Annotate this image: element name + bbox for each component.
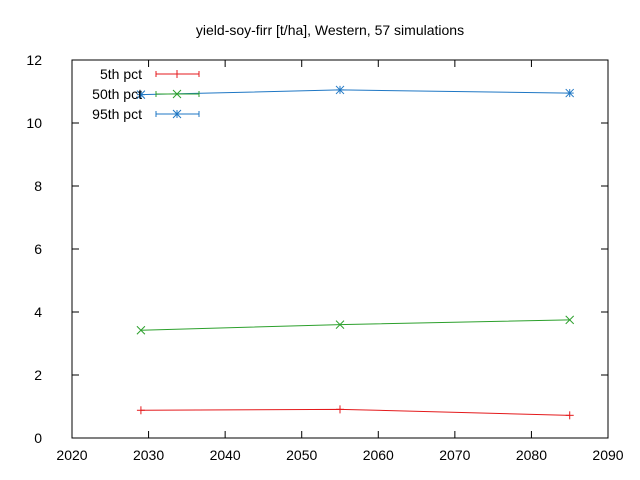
x-tick-label: 2030	[133, 447, 164, 463]
y-tick-label: 6	[34, 241, 42, 257]
x-tick-label: 2050	[286, 447, 317, 463]
series-point	[136, 325, 146, 335]
x-tick-label: 2070	[439, 447, 470, 463]
y-tick-label: 8	[34, 178, 42, 194]
axes: 2020 2030 2040 2050 2060 2070 2080 2090 0 2 4 6 8 10 1…	[26, 52, 623, 463]
chart-title: yield-soy-firr [t/ha], Western, 57 simul…	[196, 22, 464, 38]
y-tick-label: 10	[26, 115, 42, 131]
x-tick-label: 2080	[516, 447, 547, 463]
y-tick-label: 2	[34, 367, 42, 383]
y-tick-label: 12	[26, 52, 42, 68]
x-tick-label: 2020	[56, 447, 87, 463]
legend-label: 5th pct	[100, 66, 142, 82]
series-point	[136, 90, 146, 100]
series-point	[335, 320, 345, 329]
series-line-1	[140, 408, 570, 416]
x-tick-label: 2060	[363, 447, 394, 463]
plot-area	[136, 85, 575, 420]
legend: 5th pct 50th pct 95th pct	[92, 66, 200, 122]
legend-marker	[173, 70, 181, 78]
series-point	[136, 406, 145, 415]
series-point	[565, 315, 575, 325]
legend-label: 50th pct	[92, 86, 142, 102]
x-tick-label: 2040	[210, 447, 241, 463]
x-tick-label: 2090	[592, 447, 623, 463]
y-tick-label: 4	[34, 304, 42, 320]
series-line-3	[140, 89, 570, 96]
series-point	[335, 85, 345, 95]
series-point	[565, 411, 574, 420]
legend-marker	[172, 89, 182, 99]
plot-frame	[71, 59, 609, 439]
series-point	[336, 405, 344, 414]
series-line-2	[140, 319, 570, 331]
series-point	[565, 88, 575, 98]
legend-marker	[172, 109, 182, 119]
y-tick-label: 0	[34, 430, 42, 446]
legend-label: 95th pct	[92, 106, 142, 122]
